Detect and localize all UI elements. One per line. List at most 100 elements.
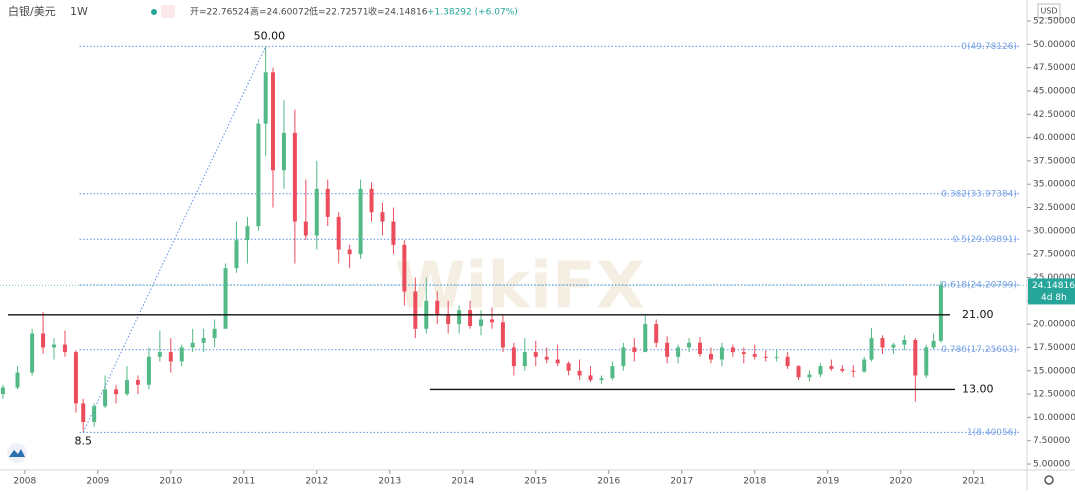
level-label: 13.00 — [962, 382, 994, 395]
candle-body — [270, 72, 275, 171]
y-tick-label: 25.00000 — [1033, 273, 1075, 283]
y-tick-label: 7.50000 — [1033, 436, 1070, 446]
fib-label: 0.5(29.09891) — [953, 235, 1017, 245]
candle-body — [201, 338, 206, 343]
y-tick-label: 52.50000 — [1033, 16, 1075, 26]
candle-body — [179, 347, 184, 362]
candle-body — [41, 333, 46, 348]
fib-label: 0.618(24.20799) — [941, 280, 1017, 290]
currency-box[interactable] — [1037, 3, 1061, 19]
y-tick-label: 42.50000 — [1033, 110, 1075, 120]
settings-icon[interactable] — [1044, 475, 1054, 485]
y-tick-label: 37.50000 — [1033, 156, 1075, 166]
candle-body — [314, 188, 319, 236]
y-tick-label: 20.00000 — [1033, 320, 1075, 330]
candle-body — [358, 188, 363, 255]
candle-body — [752, 353, 757, 357]
y-tick-label: 27.50000 — [1033, 250, 1075, 260]
candle-body — [862, 359, 867, 372]
candle-body — [157, 352, 162, 357]
x-tick-label: 2012 — [305, 477, 328, 487]
y-tick-label: 32.50000 — [1033, 203, 1075, 213]
candle-body — [654, 324, 659, 343]
x-tick-label: 2008 — [13, 477, 36, 487]
x-tick-label: 2015 — [524, 477, 547, 487]
ohlc-close: 收=24.14816 — [368, 6, 428, 18]
candle-body — [336, 216, 341, 250]
candle-body — [15, 372, 20, 388]
candle-body — [30, 333, 35, 373]
candle-body — [610, 366, 615, 379]
countdown: 4d 8h — [1041, 293, 1067, 303]
x-tick-label: 2020 — [889, 477, 912, 487]
candle-body — [931, 340, 936, 348]
ohlc-low: 低=22.72571 — [309, 6, 369, 18]
y-tick-label: 40.00000 — [1033, 133, 1075, 143]
candle-body — [234, 240, 239, 269]
candle-body — [0, 387, 5, 395]
x-tick-label: 2017 — [670, 477, 693, 487]
candle-body — [730, 347, 735, 353]
candle-body — [665, 342, 670, 357]
candle-body — [880, 338, 885, 348]
candle-body — [303, 221, 308, 236]
candle-body — [891, 344, 896, 348]
candle-body — [741, 352, 746, 354]
candle-body — [489, 319, 494, 323]
candle-body — [763, 356, 768, 358]
x-tick-label: 2010 — [159, 477, 182, 487]
candle-body — [796, 366, 801, 378]
candle-body — [402, 244, 407, 292]
y-tick-label: 50.00000 — [1033, 40, 1075, 50]
candle-body — [62, 344, 67, 353]
y-tick-label: 45.00000 — [1033, 86, 1075, 96]
candle-body — [588, 375, 593, 381]
candle-body — [621, 347, 626, 367]
y-tick-label: 12.50000 — [1033, 390, 1075, 400]
interval[interactable]: 1W — [70, 5, 88, 18]
candle-body — [774, 356, 779, 358]
x-tick-label: 2013 — [378, 477, 401, 487]
candle-body — [391, 221, 396, 245]
candle-body — [533, 352, 538, 357]
candle-body — [281, 132, 286, 171]
fib-label: 1(8.40056) — [967, 428, 1017, 438]
x-tick-label: 2009 — [86, 477, 109, 487]
candle-body — [103, 389, 108, 407]
candle-body — [369, 188, 374, 213]
symbol[interactable]: 白银/美元 — [8, 4, 56, 18]
candle-body — [676, 347, 681, 357]
ohlc-high: 高=24.60072 — [250, 6, 310, 18]
last-price-box — [1028, 278, 1075, 305]
candle-body — [719, 347, 724, 360]
ohlc-open: 开=22.76524 — [190, 7, 250, 18]
candle-body — [785, 356, 790, 367]
candle-body — [146, 356, 151, 385]
candle-body — [902, 339, 907, 345]
fib-label: 0(49.78126) — [961, 42, 1017, 52]
candle-body — [212, 328, 217, 339]
candle-body — [435, 300, 440, 315]
logo[interactable] — [7, 443, 27, 463]
candle-body — [807, 374, 812, 378]
candle-body — [500, 322, 505, 348]
annotation: 8.5 — [74, 434, 92, 447]
candle-body — [52, 344, 57, 348]
candle-body — [190, 342, 195, 348]
candle-body — [81, 403, 86, 423]
candle-body — [687, 342, 692, 348]
y-tick-label: 15.00000 — [1033, 366, 1075, 376]
candle-body — [544, 356, 549, 360]
candle-body — [913, 339, 918, 376]
ohlc-change: +1.38292 (+6.07%) — [427, 8, 518, 18]
candle-body — [413, 291, 418, 329]
status-dot — [151, 9, 157, 15]
y-tick-label: 35.00000 — [1033, 180, 1075, 190]
y-tick-label: 47.50000 — [1033, 63, 1075, 73]
level-label: 21.00 — [962, 308, 994, 321]
candle-body — [599, 378, 604, 381]
candle-body — [924, 347, 929, 376]
annotation: 50.00 — [254, 29, 286, 42]
